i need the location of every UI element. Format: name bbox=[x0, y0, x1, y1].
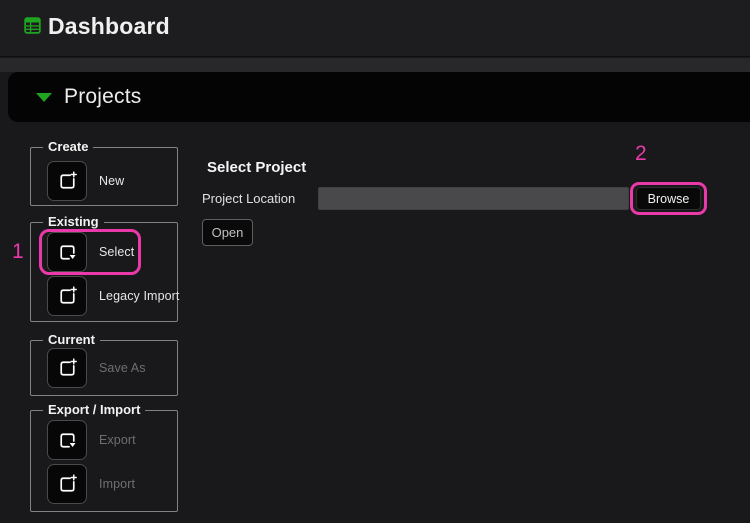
group-export-import-legend: Export / Import bbox=[43, 402, 146, 417]
import-button[interactable] bbox=[47, 464, 87, 504]
export-row: Export bbox=[47, 420, 136, 460]
group-current-legend: Current bbox=[43, 332, 100, 347]
legacy-import-button[interactable] bbox=[47, 276, 87, 316]
select-project-icon bbox=[59, 432, 76, 448]
browse-button[interactable]: Browse bbox=[636, 187, 701, 210]
save-as-row: Save As bbox=[47, 348, 146, 388]
projects-section-title: Projects bbox=[64, 85, 142, 108]
new-project-button[interactable] bbox=[47, 161, 87, 201]
legacy-import-button-label: Legacy Import bbox=[99, 289, 180, 303]
save-as-button-label: Save As bbox=[99, 361, 146, 375]
chevron-down-icon bbox=[36, 92, 52, 102]
page-title: Dashboard bbox=[48, 13, 170, 39]
step-1-annotation: 1 bbox=[12, 240, 24, 263]
export-button-label: Export bbox=[99, 433, 136, 447]
group-current: Current bbox=[30, 332, 178, 396]
group-export-import: Export / Import bbox=[30, 402, 178, 512]
new-project-icon bbox=[59, 285, 77, 304]
group-existing: Existing bbox=[30, 214, 178, 322]
select-project-row: Select bbox=[47, 232, 134, 272]
select-button-label: Select bbox=[99, 245, 135, 259]
header-divider-strip bbox=[0, 58, 750, 72]
new-project-icon bbox=[59, 357, 77, 376]
new-project-row: New bbox=[47, 161, 124, 201]
group-existing-legend: Existing bbox=[43, 214, 104, 229]
new-project-icon bbox=[59, 170, 77, 189]
project-location-input[interactable] bbox=[318, 187, 629, 210]
projects-section-header[interactable]: Projects bbox=[8, 72, 750, 122]
import-button-label: Import bbox=[99, 477, 136, 491]
import-row: Import bbox=[47, 464, 135, 504]
select-project-heading: Select Project bbox=[207, 159, 307, 176]
open-button[interactable]: Open bbox=[202, 219, 253, 246]
group-create: Create bbox=[30, 139, 178, 206]
new-button-label: New bbox=[99, 174, 125, 188]
project-location-label: Project Location bbox=[202, 191, 296, 206]
group-create-legend: Create bbox=[43, 139, 94, 154]
save-as-button[interactable] bbox=[47, 348, 87, 388]
step-2-annotation: 2 bbox=[635, 142, 647, 165]
select-project-icon bbox=[59, 244, 76, 260]
dashboard-table-icon bbox=[24, 17, 41, 34]
select-project-button[interactable] bbox=[47, 232, 87, 272]
new-project-icon bbox=[59, 473, 77, 492]
legacy-import-row: Legacy Import bbox=[47, 276, 180, 316]
export-button[interactable] bbox=[47, 420, 87, 460]
app-header: Dashboard bbox=[0, 0, 750, 57]
